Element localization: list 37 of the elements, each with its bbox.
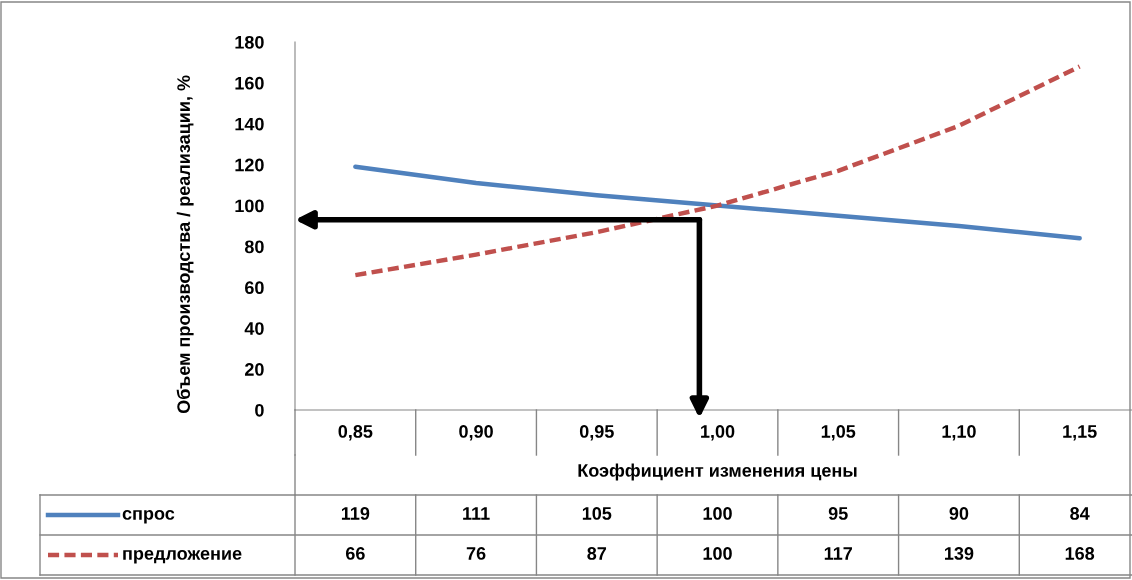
y-tick-label: 180	[235, 35, 264, 49]
data-label: 105	[582, 507, 612, 520]
data-label: 100	[703, 547, 732, 560]
x-tick-label: 0,95	[579, 425, 614, 441]
y-tick-label: 80	[244, 240, 264, 254]
data-label: 87	[587, 547, 607, 560]
y-tick-label: 140	[235, 117, 264, 131]
y-tick-label: 120	[235, 158, 264, 172]
data-label: 111	[463, 507, 490, 520]
x-tick-label: 1,15	[1063, 425, 1097, 441]
data-label: 119	[341, 507, 370, 520]
y-tick-label: 0	[255, 403, 264, 417]
x-tick-label: 0,90	[459, 425, 493, 441]
data-label: 117	[824, 547, 852, 560]
data-label: 84	[1070, 507, 1090, 520]
y-axis-title: Объем производства / реализации, %	[176, 75, 194, 414]
data-label: 76	[466, 547, 486, 560]
x-tick-label: 0,85	[338, 425, 373, 441]
y-tick-label: 20	[244, 363, 264, 376]
data-label: 66	[345, 547, 365, 560]
data-label: 100	[703, 507, 732, 520]
x-tick-label: 1,10	[942, 425, 976, 441]
y-tick-label: 60	[245, 281, 264, 295]
data-label: 90	[949, 507, 969, 520]
line-series	[353, 64, 1082, 278]
line-series	[353, 164, 1082, 241]
data-label: 168	[1065, 547, 1095, 560]
x-tick-label: 1,00	[701, 425, 735, 441]
legend-label: спрос	[122, 509, 175, 524]
data-label: 139	[945, 547, 974, 560]
y-tick-label: 100	[235, 199, 264, 213]
y-tick-label: 160	[235, 76, 264, 90]
data-label: 95	[828, 507, 848, 520]
legend-label: предложение	[123, 549, 242, 564]
x-tick-label: 1,05	[821, 425, 856, 441]
y-tick-label: 40	[244, 322, 264, 335]
x-axis-title: Коэффициент изменения цены	[578, 463, 857, 481]
